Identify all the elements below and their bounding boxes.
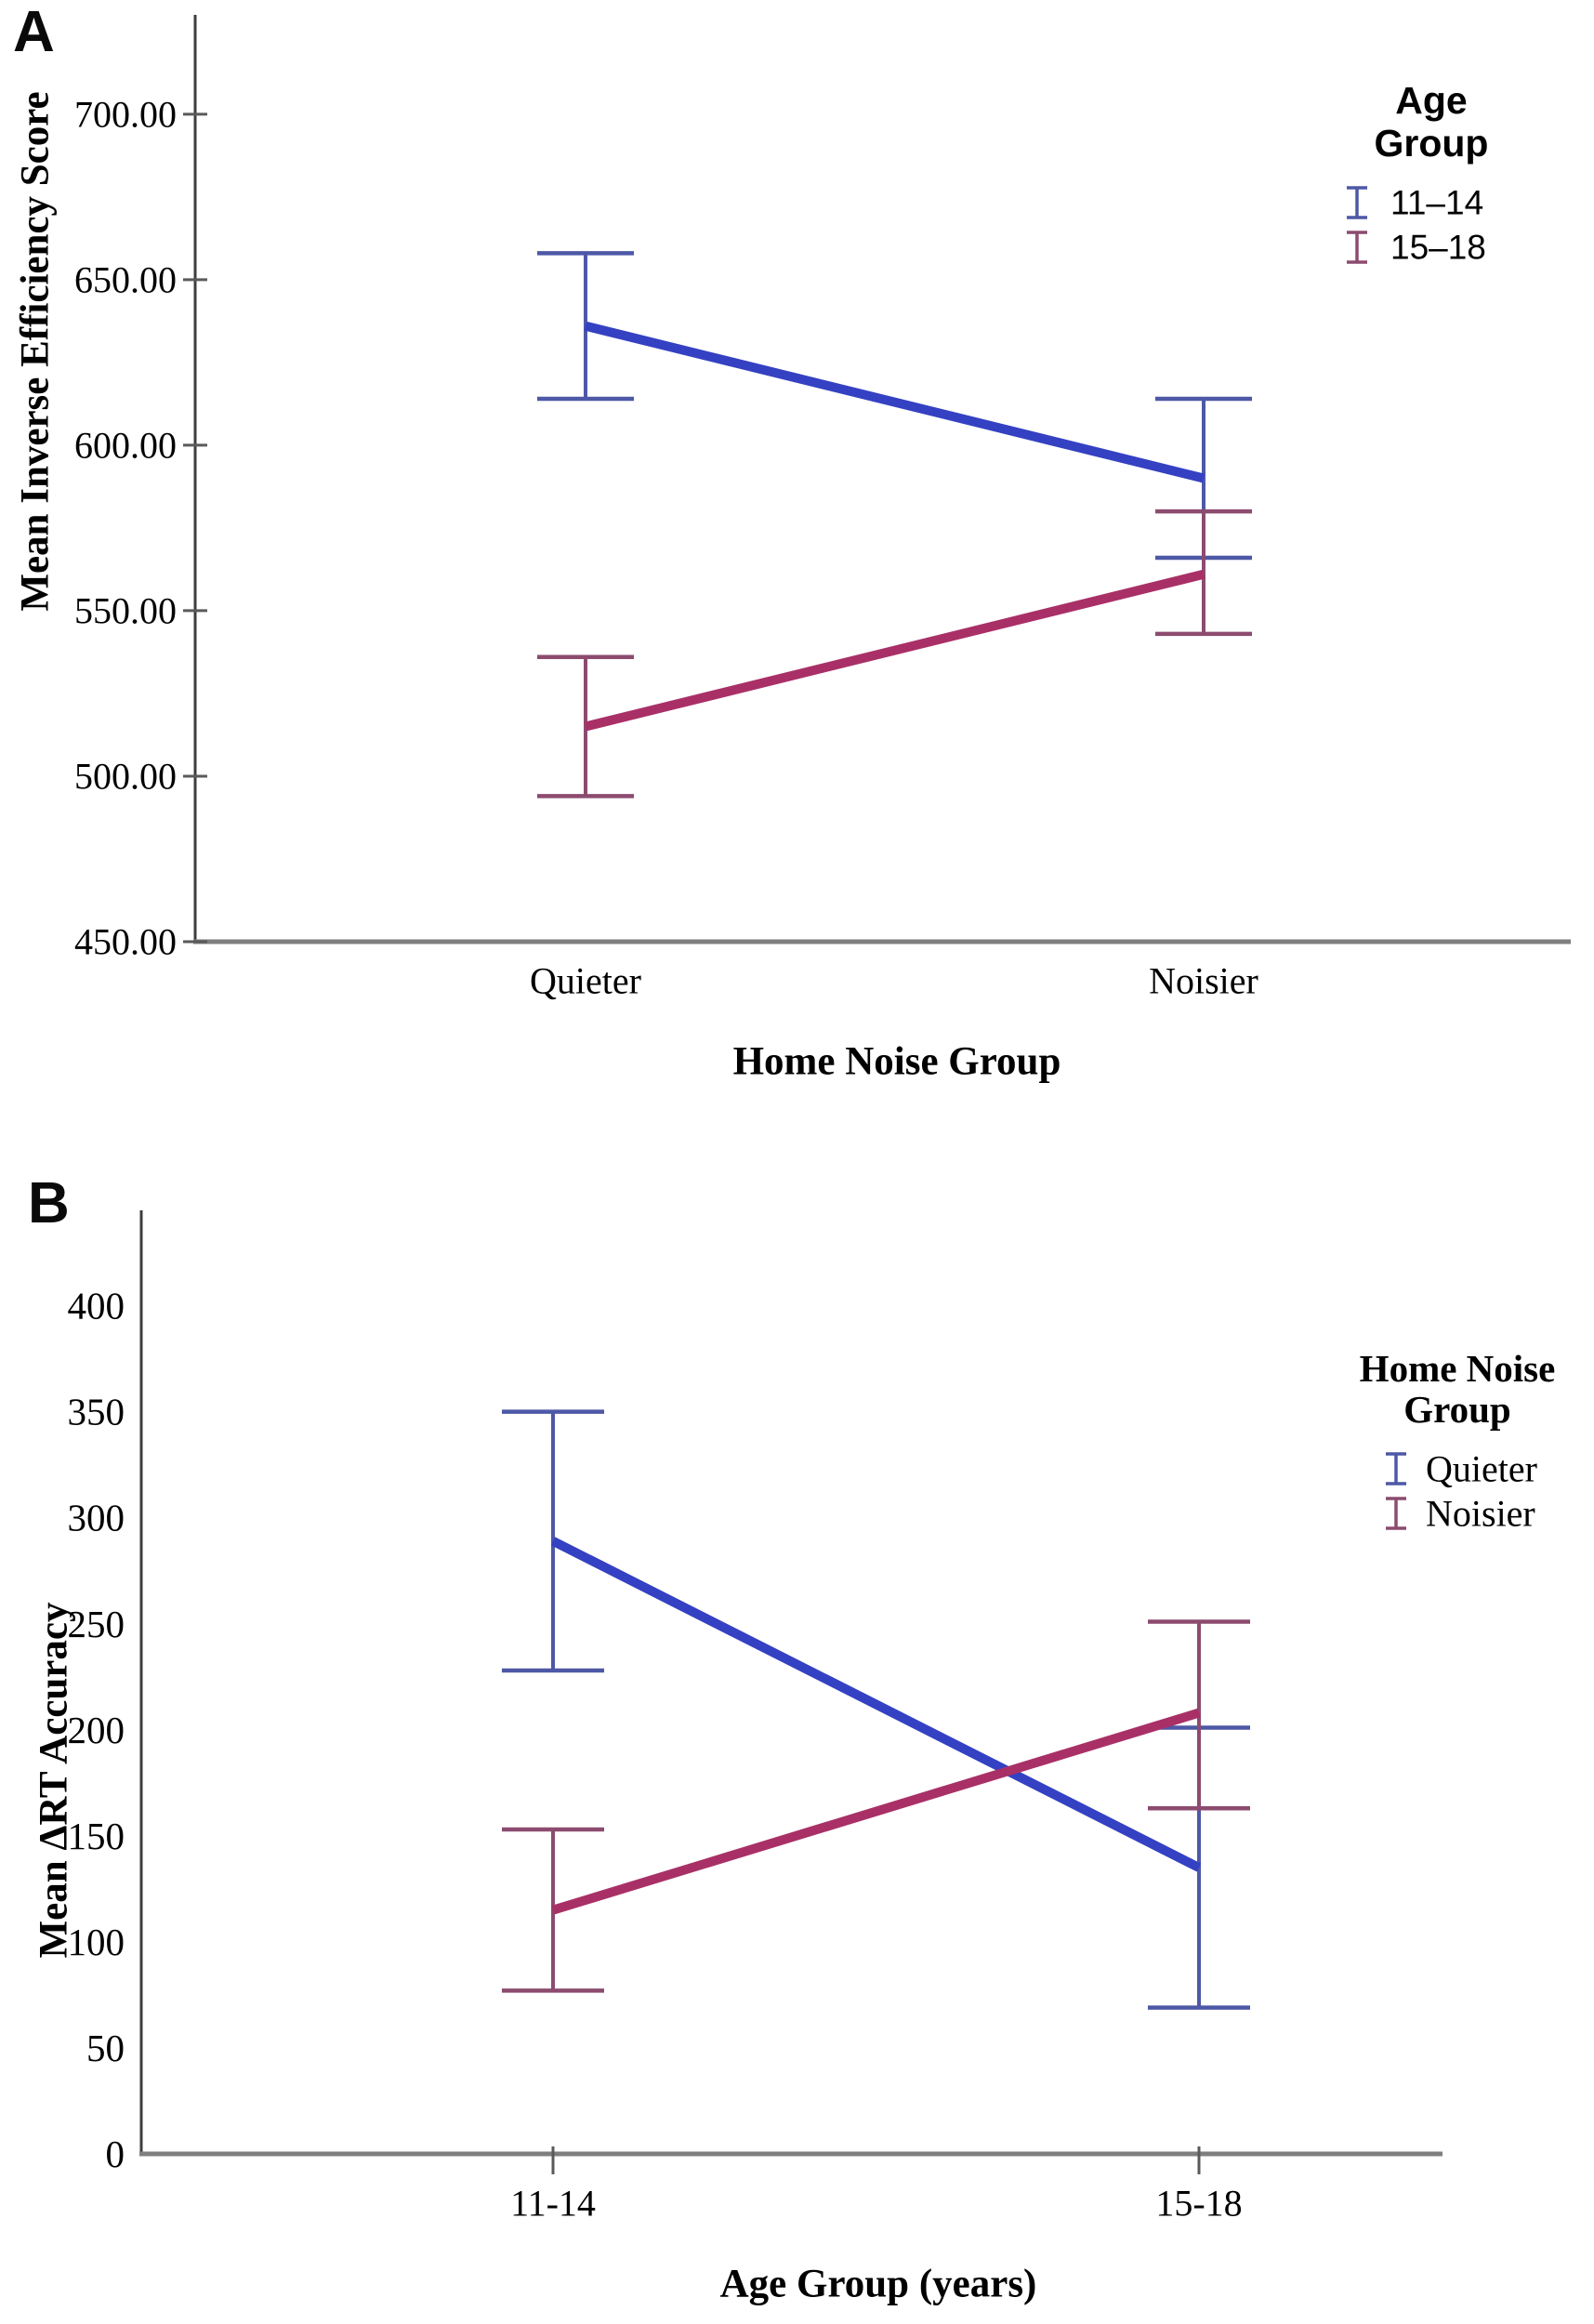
- y-tick-label: 650.00: [74, 258, 177, 300]
- y-tick-label: 150: [68, 1815, 125, 1857]
- legend-entry-label: 15–18: [1390, 229, 1486, 267]
- series-line: [550, 1537, 1202, 1872]
- legend-entry-label: Quieter: [1426, 1448, 1537, 1490]
- y-tick-label: 400: [68, 1285, 125, 1327]
- y-tick-label: 700.00: [74, 93, 177, 135]
- panel-a-chart: 450.00 500.00 550.00 600.00 650.00 700.00 Quie…: [14, 15, 1571, 1084]
- y-tick-label: 500.00: [74, 755, 177, 797]
- y-tick-label: 200: [68, 1709, 125, 1751]
- x-category-label: Quieter: [530, 960, 641, 1002]
- y-axis-title: Mean Inverse Efficiency Score: [14, 91, 58, 611]
- y-tick-label: 350: [68, 1391, 125, 1433]
- panel-b: B 0 50 100 150 200 250 300 350 400 11-14 15-18 Age …: [0, 1162, 1594, 2324]
- x-category-label: 11-14: [510, 2183, 596, 2225]
- x-axis-title: Home Noise Group: [733, 1040, 1061, 1084]
- series-line: [551, 1708, 1201, 1915]
- y-tick-label: 100: [68, 1921, 125, 1963]
- panel-a: A 450.00 500.00 550.00 600.00 650.00 700.00 Qu…: [13, 0, 1571, 1084]
- y-tick-label: 50: [86, 2027, 125, 2069]
- legend-title: Group: [1403, 1388, 1510, 1431]
- series-line: [584, 321, 1205, 483]
- legend-entry-label: Noisier: [1426, 1493, 1535, 1535]
- y-tick-label: 550.00: [74, 589, 177, 631]
- x-category-label: 15-18: [1155, 2183, 1242, 2225]
- y-tick-label: 600.00: [74, 424, 177, 466]
- panel-a-label: A: [13, 0, 55, 64]
- legend-entry-label: 11–14: [1390, 184, 1483, 222]
- x-axis-title: Age Group (years): [720, 2263, 1037, 2306]
- legend-title: Home Noise: [1360, 1347, 1556, 1390]
- y-tick-label: 450.00: [74, 921, 177, 963]
- y-axis-title: Mean ΔRT Accuracy: [33, 1602, 76, 1958]
- legend-title: Group: [1375, 122, 1489, 165]
- legend-title: Age: [1395, 79, 1467, 122]
- x-category-label: Noisier: [1149, 960, 1258, 1002]
- series-line: [584, 569, 1205, 732]
- panel-b-label: B: [28, 1171, 70, 1235]
- y-tick-label: 250: [68, 1603, 125, 1645]
- panel-b-chart: 0 50 100 150 200 250 300 350 400 11-14 15-18 Age Gr…: [33, 1210, 1556, 2306]
- y-tick-label: 0: [106, 2133, 125, 2175]
- y-tick-label: 300: [68, 1497, 125, 1539]
